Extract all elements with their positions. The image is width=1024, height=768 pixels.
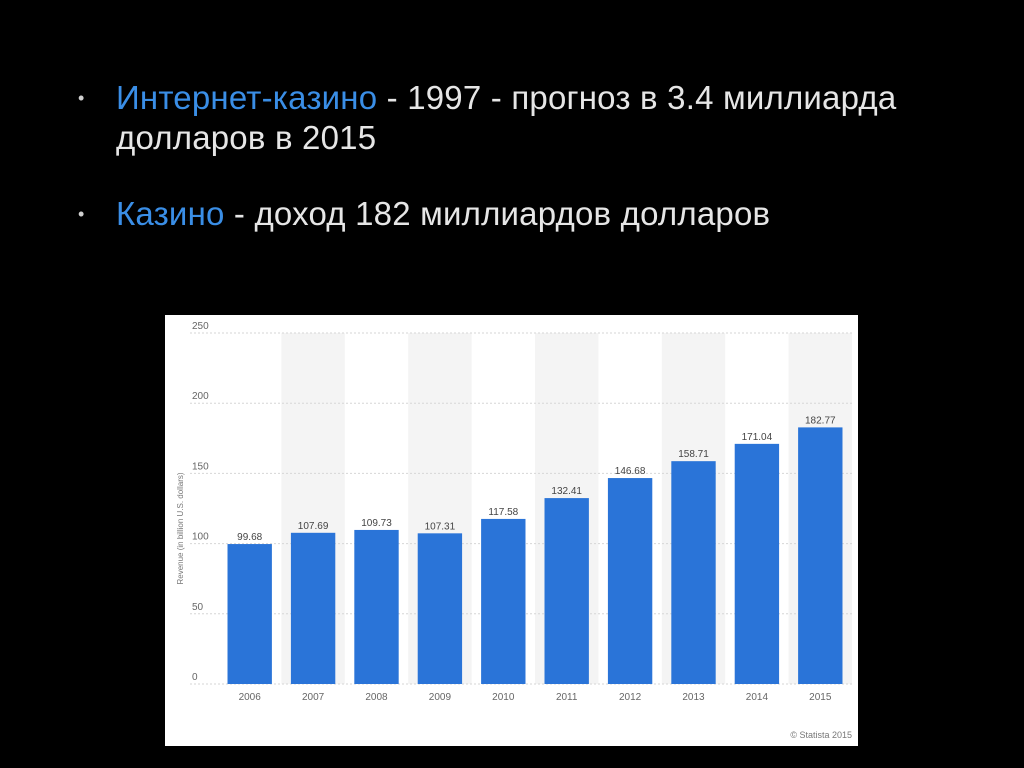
chart-source-credit: © Statista 2015 (790, 730, 852, 740)
bar (290, 532, 336, 684)
bar-value-label: 132.41 (551, 486, 582, 497)
y-tick-label: 50 (192, 602, 204, 613)
bar-value-label: 99.68 (237, 532, 262, 543)
x-tick-label: 2010 (492, 692, 515, 703)
y-axis-label: Revenue (in billion U.S. dollars) (176, 472, 185, 584)
bar-value-label: 109.73 (361, 518, 392, 529)
bar-value-label: 107.69 (298, 521, 329, 532)
y-tick-label: 150 (192, 461, 209, 472)
chart-svg: 0 50 100 150 200 250 Revenue (in billion U.S. … (176, 321, 852, 703)
bullet-item-online-casino: • Интернет-казино - 1997 - прогноз в 3.4… (78, 78, 978, 158)
bar (671, 461, 716, 684)
bar-value-label: 182.77 (805, 415, 836, 426)
x-tick-label: 2015 (809, 692, 832, 703)
bullet-dot-icon: • (78, 204, 85, 224)
revenue-bar-chart: 0 50 100 150 200 250 Revenue (in billion U.S. … (165, 315, 858, 746)
bar-value-label: 158.71 (678, 449, 709, 460)
x-tick-label: 2006 (239, 692, 262, 703)
bar (798, 427, 843, 684)
bullet-highlight: Казино (116, 195, 225, 232)
bar (607, 478, 653, 684)
bullet-text: - 1997 - прогноз в 3.4 миллиарда долларо… (116, 79, 897, 156)
bar-value-label: 107.31 (425, 521, 456, 532)
bullet-text: - доход 182 миллиардов долларов (224, 195, 771, 232)
x-tick-label: 2009 (429, 692, 452, 703)
bar-value-label: 171.04 (742, 432, 773, 443)
x-tick-label: 2014 (746, 692, 769, 703)
y-tick-label: 200 (192, 391, 209, 402)
bullet-item-casino: • Казино - доход 182 миллиардов долларов (78, 194, 978, 234)
x-tick-label: 2013 (682, 692, 705, 703)
bar (354, 529, 399, 684)
bar (227, 544, 272, 684)
y-tick-label: 0 (192, 672, 198, 683)
bar-value-label: 146.68 (615, 466, 646, 477)
bullet-list: • Интернет-казино - 1997 - прогноз в 3.4… (78, 78, 978, 234)
x-tick-label: 2007 (302, 692, 325, 703)
bar (481, 518, 526, 684)
x-tick-label: 2008 (365, 692, 388, 703)
bar-value-label: 117.58 (488, 507, 518, 518)
bullet-dot-icon: • (78, 88, 85, 108)
bullet-highlight: Интернет-казино (116, 79, 378, 116)
x-tick-label: 2011 (556, 692, 578, 703)
y-tick-label: 250 (192, 321, 209, 332)
x-tick-label: 2012 (619, 692, 642, 703)
bar (544, 498, 589, 684)
bar (734, 443, 780, 684)
bar (417, 533, 463, 684)
y-tick-label: 100 (192, 532, 209, 543)
